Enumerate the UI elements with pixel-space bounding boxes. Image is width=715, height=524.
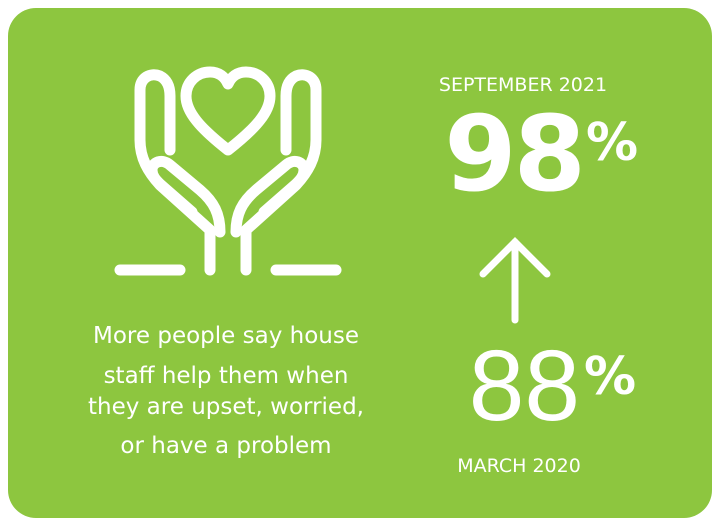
hands-heart-icon [114,66,342,276]
description-line: More people say house [93,323,359,349]
bottom-unit: % [584,347,636,407]
card-background [8,8,712,518]
top-unit: % [586,113,638,173]
description-line: or have a problem [120,433,331,459]
top-period: SEPTEMBER 2021 [439,74,607,96]
description-line: they are upset, worried, [88,394,364,420]
top-value: 98 [444,93,583,215]
up-arrow [479,237,551,324]
bottom-value: 88 [469,330,580,442]
description-line: staff help them when [104,363,349,389]
bottom-period: MARCH 2020 [457,455,581,477]
